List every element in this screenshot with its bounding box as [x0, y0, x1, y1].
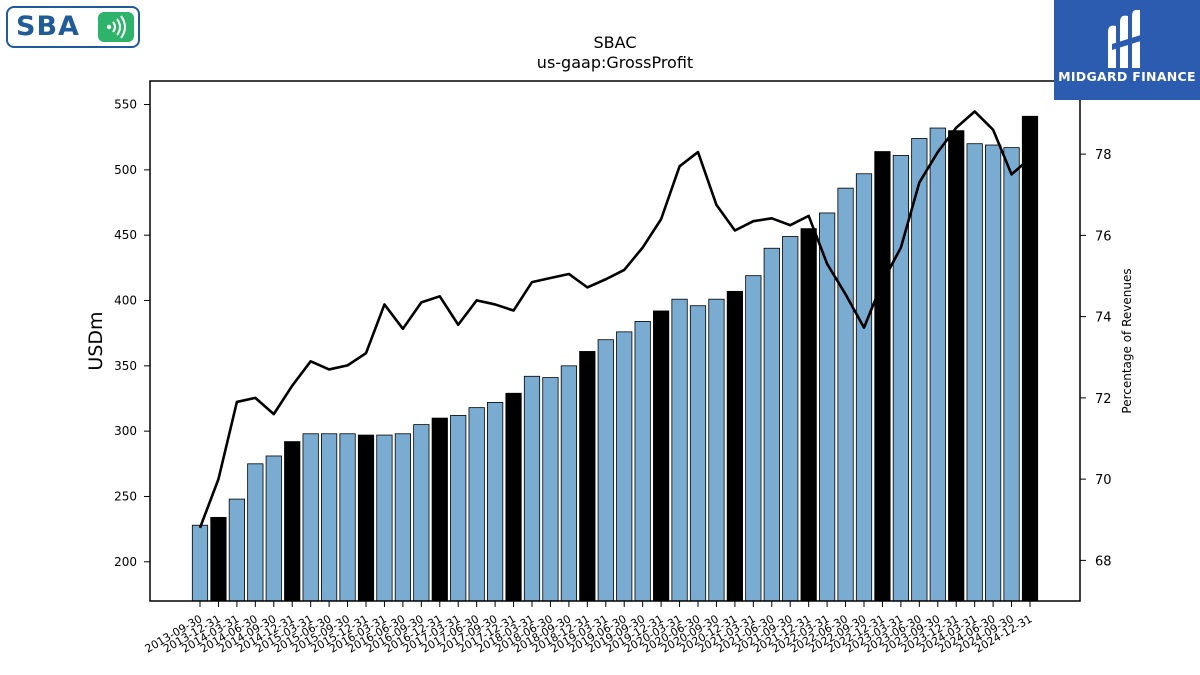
- y-tick-label-250: 250: [114, 489, 137, 503]
- midgard-mark-icon: [1108, 10, 1144, 69]
- chart-subtitle: us-gaap:GrossProfit: [537, 53, 693, 72]
- bar-2020-09-30: [708, 298, 725, 602]
- y2-tick-label-76: 76: [1095, 229, 1112, 244]
- y2-tick-label-68: 68: [1095, 554, 1112, 569]
- bar-2021-09-30: [782, 236, 799, 602]
- bar-2013-12-31: [210, 516, 227, 602]
- y-tick-label-400: 400: [114, 293, 137, 307]
- bar-2014-03-31: [228, 498, 245, 602]
- plot-frame: [149, 80, 1081, 602]
- y2-axis-label: Percentage of Revenues: [1120, 268, 1134, 413]
- y-axis-label: USDm: [85, 311, 107, 370]
- bar-2019-09-30: [634, 320, 651, 602]
- bar-2016-09-30: [413, 424, 430, 602]
- midgard-logo-text: MIDGARD FINANCE: [1058, 69, 1196, 84]
- bar-2016-12-31: [431, 417, 448, 602]
- bar-2020-03-31: [671, 298, 688, 602]
- bar-2022-12-31: [874, 151, 891, 602]
- line-series: [198, 110, 1031, 529]
- y-axis-left: 200 250 300 350 400 450 500 550: [114, 98, 150, 569]
- y-axis-right: 68 70 72 74 76 78: [1080, 148, 1112, 569]
- bar-2021-06-30: [763, 247, 780, 602]
- bar-2024-09-30: [1003, 147, 1020, 602]
- y2-tick-label-74: 74: [1095, 311, 1112, 326]
- bar-2015-03-31: [302, 433, 319, 602]
- bar-2016-06-30: [394, 433, 411, 602]
- bar-2017-06-30: [468, 407, 485, 602]
- midgard-finance-logo: MIDGARD FINANCE: [1054, 0, 1200, 100]
- sba-logo: SBA: [6, 6, 140, 48]
- y-tick-label-550: 550: [114, 98, 137, 112]
- bar-2023-12-31: [948, 130, 965, 602]
- bar-2017-03-31: [450, 415, 467, 602]
- bar-2018-06-30: [542, 377, 559, 602]
- y-tick-label-300: 300: [114, 424, 137, 438]
- y2-tick-label-78: 78: [1095, 148, 1112, 163]
- bar-2014-12-31: [284, 441, 301, 602]
- bar-2024-06-30: [985, 144, 1002, 602]
- y-tick-label-350: 350: [114, 359, 137, 373]
- signal-icon: [98, 12, 134, 42]
- y-tick-label-200: 200: [114, 555, 137, 569]
- bar-2021-12-31: [800, 228, 817, 602]
- bar-2020-06-30: [689, 305, 707, 602]
- y2-tick-label-70: 70: [1095, 473, 1112, 488]
- bar-2023-06-30: [911, 138, 928, 602]
- bar-2020-12-31: [726, 290, 743, 602]
- x-axis: 2013-09-302013-12-312014-03-312014-06-30…: [143, 601, 1035, 656]
- bar-2013-09-30: [191, 524, 209, 602]
- bar-2019-12-31: [653, 310, 670, 602]
- bar-2016-03-31: [376, 434, 393, 602]
- bar-2024-12-31: [1021, 115, 1039, 602]
- bar-2024-03-31: [966, 143, 983, 602]
- bar-2023-03-31: [892, 155, 909, 602]
- bar-2019-06-30: [616, 331, 633, 602]
- bar-2022-09-30: [855, 173, 873, 602]
- bar-2015-06-30: [321, 433, 338, 602]
- bar-2018-03-31: [523, 375, 541, 602]
- bar-2015-12-31: [357, 434, 375, 602]
- bar-2023-09-30: [929, 127, 946, 602]
- bar-2018-09-30: [560, 365, 577, 602]
- bar-2014-06-30: [247, 463, 264, 602]
- y2-tick-label-72: 72: [1095, 392, 1112, 407]
- bar-2019-03-31: [597, 339, 614, 602]
- bar-2021-03-31: [745, 275, 762, 602]
- bar-2022-06-30: [837, 187, 854, 602]
- bar-2014-09-30: [265, 455, 282, 602]
- y-tick-label-450: 450: [114, 228, 137, 242]
- y-tick-label-500: 500: [114, 163, 137, 177]
- percentage-line: [198, 110, 1031, 529]
- bar-series: [191, 115, 1039, 602]
- bar-2017-12-31: [505, 392, 522, 602]
- bar-2018-12-31: [579, 351, 596, 602]
- bar-2017-09-30: [487, 402, 504, 602]
- bar-2015-09-30: [339, 433, 356, 602]
- sba-logo-text: SBA: [16, 11, 80, 42]
- chart-title: SBAC: [594, 33, 637, 52]
